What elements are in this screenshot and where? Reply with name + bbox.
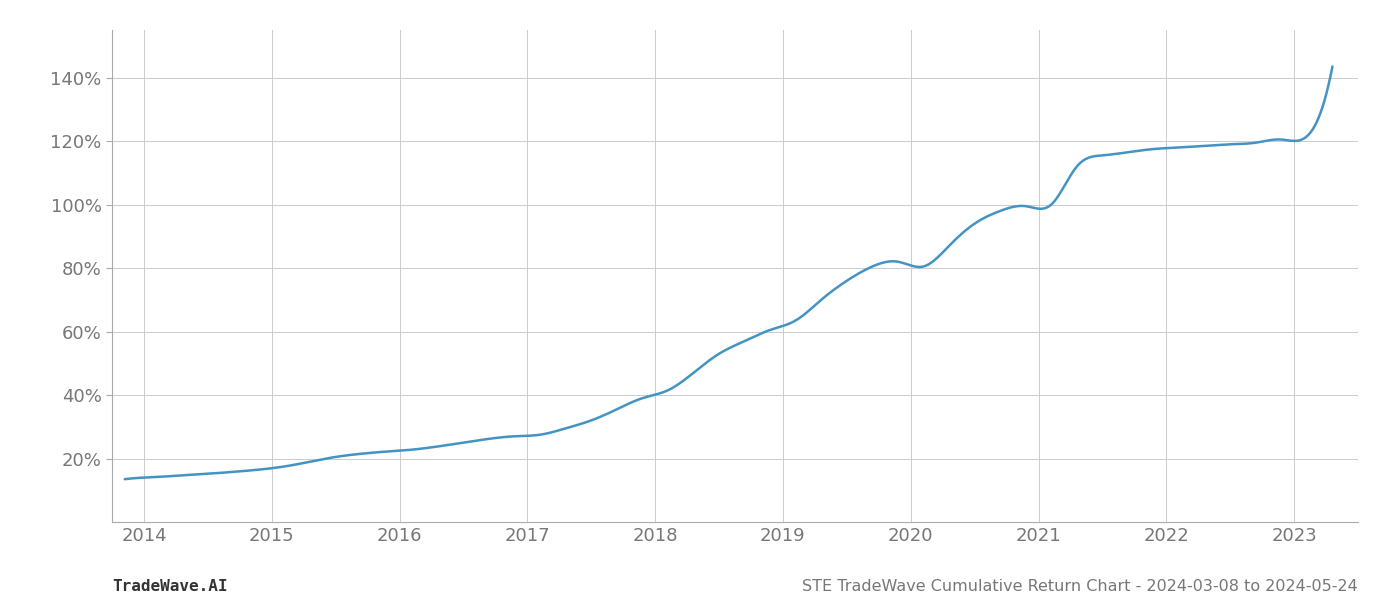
Text: TradeWave.AI: TradeWave.AI — [112, 579, 227, 594]
Text: STE TradeWave Cumulative Return Chart - 2024-03-08 to 2024-05-24: STE TradeWave Cumulative Return Chart - … — [802, 579, 1358, 594]
